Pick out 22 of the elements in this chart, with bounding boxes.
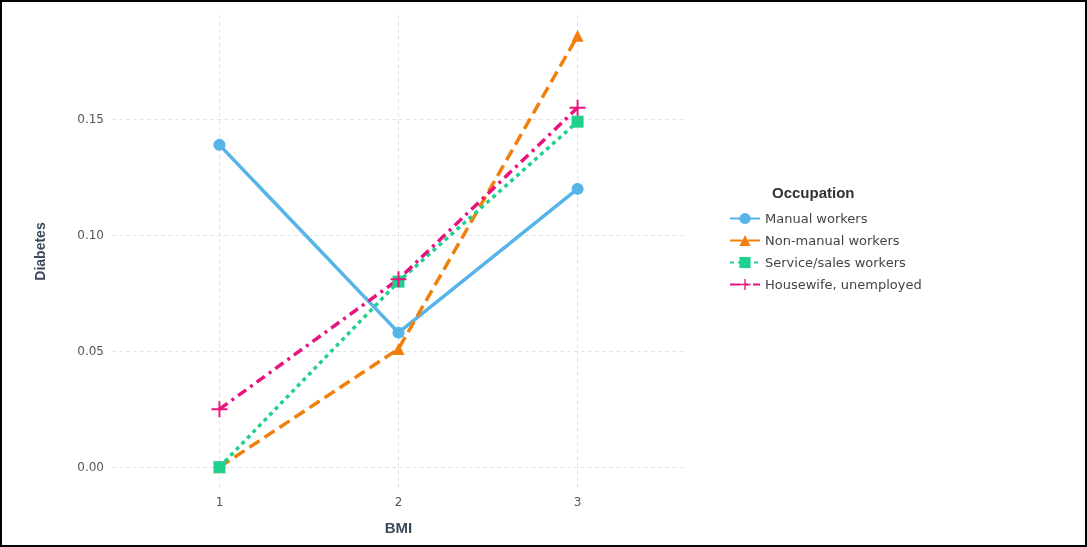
legend-label: Manual workers	[765, 211, 868, 226]
point	[571, 182, 584, 195]
legend-label: Service/sales workers	[765, 255, 907, 270]
legend-label: Housewife, unemployed	[765, 277, 922, 292]
point	[571, 115, 584, 128]
y-tick-label: 0.05	[77, 344, 104, 359]
x-tick-label: 2	[394, 495, 403, 509]
point	[571, 29, 584, 42]
point	[392, 342, 405, 355]
y-tick-label: 0.00	[77, 460, 104, 475]
point	[211, 401, 228, 418]
y-tick-label: 0.15	[77, 112, 104, 127]
point	[569, 99, 586, 116]
legend-title: Occupation	[772, 184, 855, 201]
x-axis-title: BMI	[384, 519, 413, 536]
x-tick-label: 3	[573, 495, 582, 509]
point	[392, 326, 405, 339]
y-tick-label: 0.10	[77, 228, 104, 243]
point	[213, 138, 226, 151]
legend-label: Non-manual workers	[765, 233, 900, 248]
x-tick-label: 1	[215, 495, 224, 509]
y-axis-title: Diabetes	[32, 222, 48, 281]
